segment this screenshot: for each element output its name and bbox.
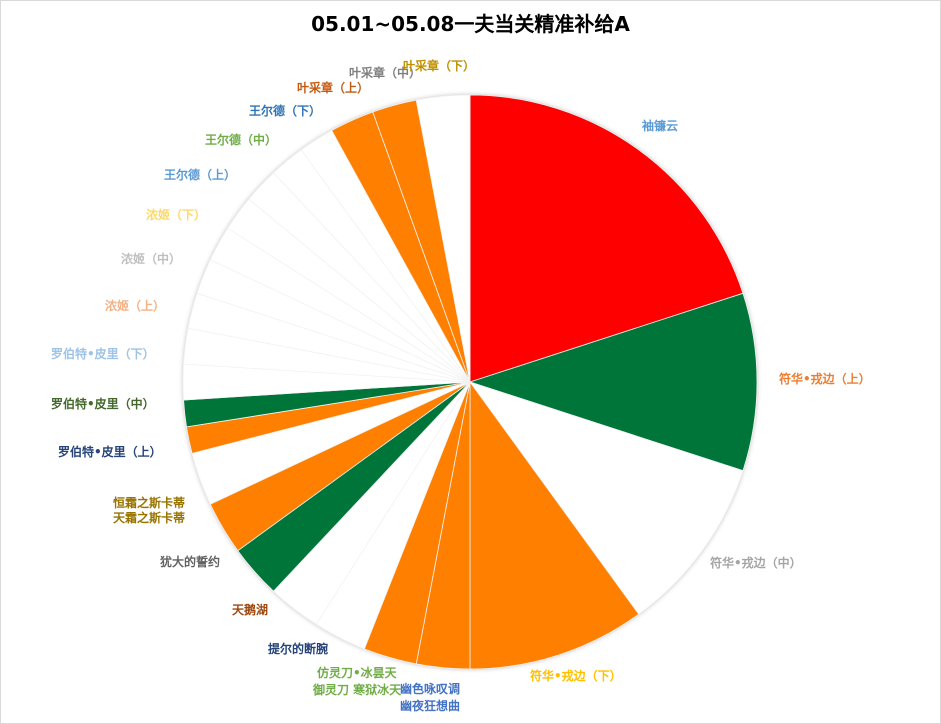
- slice-label: 王尔德（上）: [164, 167, 236, 182]
- slice-label: 王尔德（中）: [205, 132, 277, 147]
- pie-slice: [468, 292, 758, 472]
- chart-title: 05.01~05.08一夫当关精准补给A: [311, 12, 630, 36]
- slice-label: 王尔德（下）: [249, 103, 321, 118]
- slice-label: 恒霜之斯卡蒂: [113, 495, 185, 510]
- pie-slices: [182, 94, 758, 670]
- slice-label: 浓姬（中）: [121, 251, 181, 266]
- slice-label: 天鹅湖: [232, 602, 268, 617]
- pie-slice: [469, 380, 640, 670]
- pie-slice: [469, 94, 744, 383]
- slice-label: 天霜之斯卡蒂: [113, 510, 185, 525]
- slice-label: 犹大的誓约: [160, 554, 220, 569]
- slice-label: 浓姬（下）: [146, 207, 206, 222]
- slice-label: 符华•戎边（下）: [530, 668, 622, 683]
- slice-label: 叶采章（上）: [297, 80, 369, 95]
- slice-label: 叶采章（中）: [349, 65, 421, 80]
- slice-label: 仿灵刀•冰昙天: [317, 665, 398, 680]
- slice-label: 提尔的断腕: [268, 641, 328, 656]
- slice-label: 符华•戎边（中）: [710, 555, 802, 570]
- slice-label: 罗伯特•皮里（下）: [51, 346, 155, 361]
- slice-label: 御灵刀 寒狱冰天: [312, 682, 402, 697]
- slice-label: 罗伯特•皮里（中）: [51, 396, 155, 411]
- slice-label: 幽夜狂想曲: [400, 698, 460, 713]
- slice-label: 幽色咏叹调: [400, 681, 460, 696]
- slice-label: 浓姬（上）: [105, 298, 165, 313]
- slice-label: 袖镰云: [642, 118, 678, 133]
- pie-slice: [468, 381, 744, 615]
- slice-label: 罗伯特•皮里（上）: [58, 444, 162, 459]
- pie-slice: [415, 94, 471, 383]
- slice-label: 叶采章（下）: [403, 58, 475, 73]
- slice-label: 符华•戎边（上）: [779, 371, 871, 386]
